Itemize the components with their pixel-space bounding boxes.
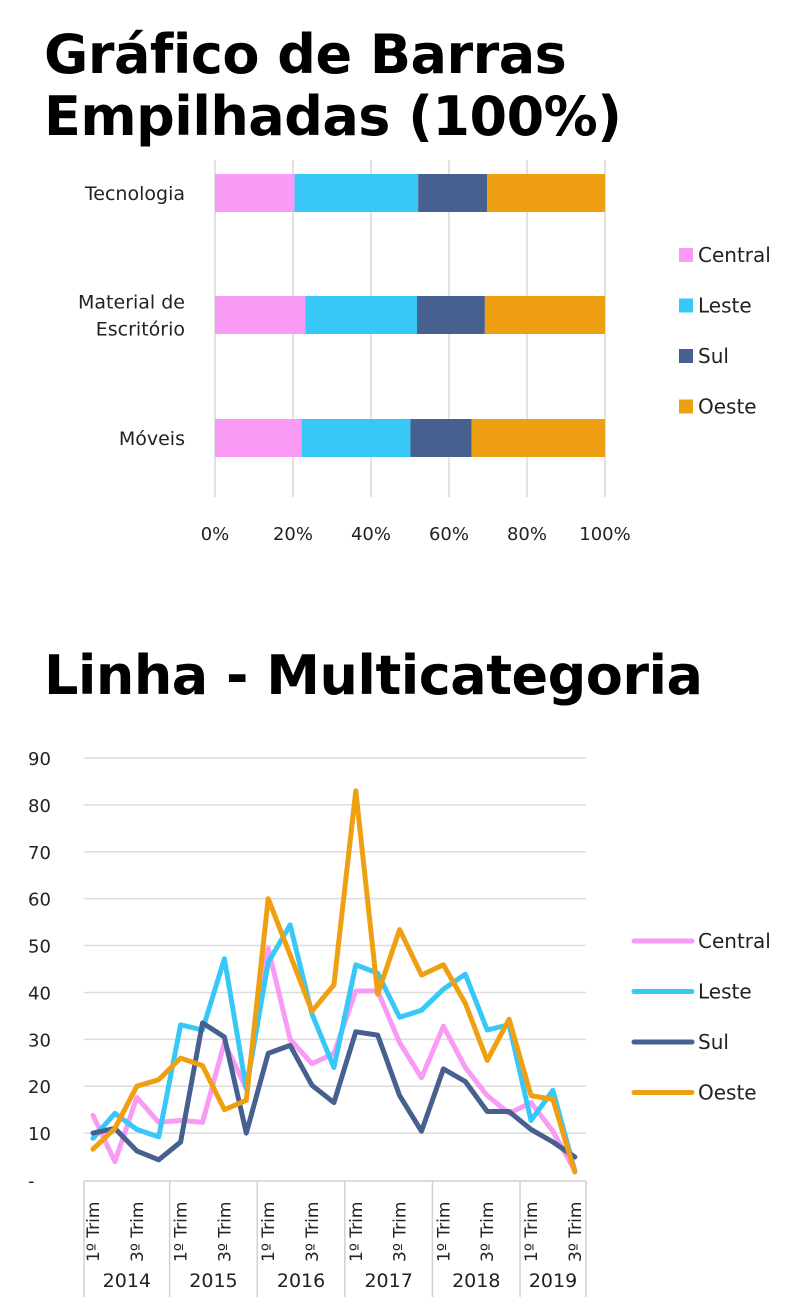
- bar-chart-title-text: Gráfico de Barras Empilhadas (100%): [44, 23, 622, 148]
- bar-segment-leste: [305, 296, 418, 334]
- line-y-tick-label: 30: [28, 1030, 51, 1051]
- legend-label-oeste: Oeste: [698, 395, 757, 419]
- year-label: 2017: [364, 1270, 412, 1292]
- line-y-tick-label: -: [28, 1171, 35, 1192]
- bar-category-label: Escritório: [96, 319, 185, 341]
- line-chart-title: Linha - Multicategoria: [44, 645, 703, 707]
- bar-segment-oeste: [487, 174, 605, 212]
- bar-segment-leste: [294, 174, 419, 212]
- bar-segment-central: [215, 174, 295, 212]
- line-y-tick-label: 10: [28, 1124, 51, 1145]
- bar-x-tick-label: 0%: [201, 524, 230, 545]
- bar-category-label: Material de: [78, 292, 185, 314]
- year-label: 2015: [189, 1270, 237, 1292]
- legend-label-leste: Leste: [698, 980, 752, 1004]
- year-label: 2016: [277, 1270, 325, 1292]
- bar-chart: 0% 20% 40% 60% 80% 100% Tecnologia Material de E…: [78, 160, 771, 545]
- line-series-sul: [90, 1020, 578, 1163]
- quarter-tick-label: 1º Trim: [84, 1202, 104, 1262]
- line-y-tick-label: 80: [28, 796, 51, 817]
- line-chart: - 10 20 30 40 50 60 70 80 90 1º Trim 3º Trim 2014 1º …: [28, 749, 771, 1297]
- quarter-tick-label: 1º Trim: [522, 1202, 542, 1262]
- bar-x-tick-label: 20%: [273, 524, 313, 545]
- line-chart-title-text: Linha - Multicategoria: [44, 644, 703, 707]
- bar-x-tick-label: 40%: [351, 524, 391, 545]
- legend-label-central: Central: [698, 243, 771, 267]
- quarter-tick-label: 1º Trim: [172, 1202, 192, 1262]
- bar-segment-central: [215, 419, 302, 457]
- quarter-tick-label: 3º Trim: [128, 1202, 148, 1262]
- year-label: 2014: [103, 1270, 151, 1292]
- bar-segment-oeste: [484, 296, 605, 334]
- quarter-tick-label: 1º Trim: [347, 1202, 367, 1262]
- line-y-tick-label: 40: [28, 983, 51, 1004]
- bar-x-tick-label: 60%: [429, 524, 469, 545]
- legend-marker-oeste: [679, 399, 693, 414]
- line-y-tick-label: 50: [28, 937, 51, 958]
- line-y-tick-label: 90: [28, 749, 51, 770]
- quarter-tick-label: 3º Trim: [566, 1202, 586, 1262]
- line-y-tick-label: 60: [28, 890, 51, 911]
- legend-marker-central: [679, 248, 693, 262]
- bar-segment-oeste: [471, 419, 605, 457]
- legend-label-leste: Leste: [698, 294, 752, 318]
- line-series-central: [90, 945, 578, 1174]
- legend-label-oeste: Oeste: [698, 1081, 757, 1105]
- bar-category-label: Tecnologia: [84, 183, 185, 205]
- quarter-tick-label: 1º Trim: [259, 1202, 279, 1262]
- legend-label-sul: Sul: [698, 344, 729, 368]
- line-y-tick-label: 20: [28, 1077, 51, 1098]
- quarter-tick-label: 1º Trim: [434, 1202, 454, 1262]
- bar-x-tick-label: 100%: [579, 524, 630, 545]
- legend-marker-sul: [679, 349, 693, 363]
- line-y-tick-label: 70: [28, 843, 51, 864]
- year-label: 2018: [452, 1270, 500, 1292]
- bar-category-label: Móveis: [119, 428, 185, 450]
- bar-segment-sul: [417, 296, 485, 334]
- quarter-tick-label: 3º Trim: [478, 1202, 498, 1262]
- bar-segment-sul: [410, 419, 472, 457]
- bar-segment-central: [215, 296, 306, 334]
- quarter-tick-label: 3º Trim: [391, 1202, 411, 1262]
- line-series-oeste: [90, 788, 578, 1175]
- legend-label-sul: Sul: [698, 1030, 729, 1054]
- bar-segment-leste: [301, 419, 411, 457]
- bar-x-tick-label: 80%: [507, 524, 547, 545]
- quarter-tick-label: 3º Trim: [215, 1202, 235, 1262]
- year-label: 2019: [529, 1270, 577, 1292]
- quarter-tick-label: 3º Trim: [303, 1202, 323, 1262]
- legend-marker-leste: [679, 298, 693, 313]
- legend-label-central: Central: [698, 929, 771, 953]
- bar-chart-title: Gráfico de Barras Empilhadas (100%): [44, 24, 809, 148]
- bar-segment-sul: [418, 174, 488, 212]
